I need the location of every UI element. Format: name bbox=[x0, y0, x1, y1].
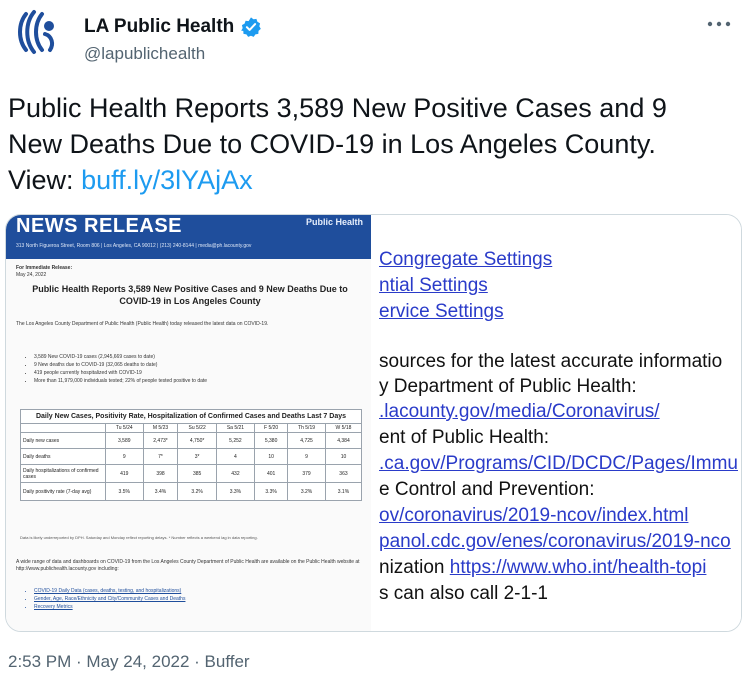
table-cell: 2,473* bbox=[142, 432, 179, 449]
tweet-text: Public Health Reports 3,589 New Positive… bbox=[8, 90, 738, 198]
list-item: 3,589 New COVID-19 cases (2,945,669 case… bbox=[34, 353, 364, 361]
table-cell: 3,589 bbox=[105, 432, 144, 449]
table-cell: 4,750* bbox=[177, 432, 217, 449]
table-row: Daily positivity rate (7-day avg) 3.5% 3… bbox=[20, 482, 363, 501]
crop-line: panol.cdc.gov/enes/coronavirus/2019-nco bbox=[379, 531, 731, 552]
list-item: 419 people currently hospitalized with C… bbox=[34, 369, 364, 377]
column-header: Th 5/19 bbox=[287, 423, 326, 433]
release-label: For Immediate Release: bbox=[16, 265, 73, 271]
table-cell: 9 bbox=[287, 448, 326, 465]
release-data-paragraph: A wide range of data and dashboards on C… bbox=[16, 559, 360, 572]
table-cell: 4,384 bbox=[324, 432, 363, 449]
tweet-timestamp[interactable]: 2:53 PM · May 24, 2022 · Buffer bbox=[8, 652, 250, 671]
tweet-line: New Deaths Due to COVID-19 in Los Angele… bbox=[8, 129, 656, 159]
tweet-link[interactable]: buff.ly/3lYAjAx bbox=[81, 165, 253, 195]
row-label: Daily hospitalizations of confirmed case… bbox=[20, 464, 106, 483]
crop-link: https://www.who.int/health-topi bbox=[449, 557, 707, 578]
news-release-banner: NEWS RELEASE Public Health 313 North Fig… bbox=[6, 215, 371, 259]
table-cell: 7* bbox=[142, 448, 179, 465]
release-title: Public Health Reports 3,589 New Positive… bbox=[32, 284, 348, 306]
resources-image[interactable]: Congregate Settings ntial Settings ervic… bbox=[371, 215, 741, 631]
table-cell: 3* bbox=[177, 448, 217, 465]
table-cell: 398 bbox=[142, 464, 179, 483]
crop-line: sources for the latest accurate informat… bbox=[379, 351, 723, 372]
banner-address: 313 North Figueroa Street, Room 806 | Lo… bbox=[16, 243, 252, 249]
column-header: M 5/23 bbox=[142, 423, 179, 433]
column-header: Tu 5/24 bbox=[105, 423, 144, 433]
crop-line: y Department of Public Health: bbox=[379, 376, 637, 397]
row-label: Daily positivity rate (7-day avg) bbox=[20, 482, 106, 501]
lapublichealth-logo-icon bbox=[18, 10, 55, 54]
table-row: Daily new cases 3,589 2,473* 4,750* 5,25… bbox=[20, 432, 363, 449]
crop-line: e Control and Prevention: bbox=[379, 479, 595, 500]
table-row: Daily deaths 9 7* 3* 4 10 9 10 bbox=[20, 448, 363, 465]
more-options-icon[interactable] bbox=[704, 14, 734, 34]
table-cell: 3.4% bbox=[142, 482, 179, 501]
table-cell: 5,252 bbox=[215, 432, 256, 449]
list-item: Gender, Age, Race/Ethnicity and City/Com… bbox=[34, 595, 364, 603]
verified-badge-icon bbox=[241, 17, 262, 37]
display-name[interactable]: LA Public Health bbox=[84, 16, 235, 37]
table-cell: 4,725 bbox=[287, 432, 326, 449]
handle[interactable]: @lapublichealth bbox=[84, 44, 206, 63]
crop-line: Congregate Settings bbox=[379, 249, 553, 270]
table-cell: 379 bbox=[287, 464, 326, 483]
table-cell: 3.3% bbox=[215, 482, 256, 501]
table-cell: 10 bbox=[324, 448, 363, 465]
view-label: View: bbox=[8, 165, 74, 195]
column-header: F 5/20 bbox=[254, 423, 289, 433]
row-label: Daily new cases bbox=[20, 432, 106, 449]
table-cell: 401 bbox=[254, 464, 289, 483]
list-item: 9 New deaths due to COVID-19 (32,065 dea… bbox=[34, 361, 364, 369]
table-caption: Daily New Cases, Positivity Rate, Hospit… bbox=[20, 409, 362, 424]
list-item: Recovery Metrics bbox=[34, 603, 364, 611]
table-cell: 3.2% bbox=[287, 482, 326, 501]
column-header: Sa 5/21 bbox=[215, 423, 256, 433]
crop-line: ov/coronavirus/2019-ncov/index.html bbox=[379, 505, 689, 526]
list-item: More than 11,979,000 individuals tested;… bbox=[34, 377, 364, 385]
table-cell: 3.3% bbox=[254, 482, 289, 501]
crop-text: nization bbox=[379, 557, 450, 578]
table-note: Data is likely underreported by DPH. Sat… bbox=[20, 535, 258, 540]
table-cell: 4 bbox=[215, 448, 256, 465]
release-bullets: 3,589 New COVID-19 cases (2,945,669 case… bbox=[26, 353, 364, 385]
table-cell: 363 bbox=[324, 464, 363, 483]
table-cell: 10 bbox=[254, 448, 289, 465]
avatar[interactable] bbox=[12, 6, 64, 58]
banner-logo-text: Public Health bbox=[305, 217, 363, 227]
tweet-header: LA Public Health @lapublichealth bbox=[12, 4, 738, 70]
tweet-media[interactable]: NEWS RELEASE Public Health 313 North Fig… bbox=[5, 214, 742, 632]
crop-line: nization https://www.who.int/health-topi bbox=[379, 557, 706, 579]
table-cell: 3.1% bbox=[324, 482, 363, 501]
table-cell: 9 bbox=[105, 448, 144, 465]
table-cell: 385 bbox=[177, 464, 217, 483]
table-cell: 432 bbox=[215, 464, 256, 483]
news-release-image[interactable]: NEWS RELEASE Public Health 313 North Fig… bbox=[6, 215, 371, 631]
table-row: Daily hospitalizations of confirmed case… bbox=[20, 464, 363, 483]
release-intro: The Los Angeles County Department of Pub… bbox=[16, 321, 269, 327]
crop-line: s can also call 2-1-1 bbox=[379, 583, 548, 604]
column-header: W 5/18 bbox=[324, 423, 363, 433]
list-item: COVID-19 Daily Data (cases, deaths, test… bbox=[34, 587, 364, 595]
table-cell: 3.2% bbox=[177, 482, 217, 501]
tweet-line: View: buff.ly/3lYAjAx bbox=[8, 162, 738, 198]
banner-title: NEWS RELEASE bbox=[16, 215, 183, 237]
row-label: Daily deaths bbox=[20, 448, 106, 465]
crop-line: .lacounty.gov/media/Coronavirus/ bbox=[379, 401, 660, 422]
table-cell: 3.5% bbox=[105, 482, 144, 501]
crop-line: ntial Settings bbox=[379, 275, 488, 296]
daily-data-table: Daily New Cases, Positivity Rate, Hospit… bbox=[20, 409, 363, 501]
table-corner bbox=[20, 423, 106, 433]
crop-line: ervice Settings bbox=[379, 301, 504, 322]
release-date: May 24, 2022 bbox=[16, 272, 47, 278]
tweet-line: Public Health Reports 3,589 New Positive… bbox=[8, 93, 667, 123]
release-links: COVID-19 Daily Data (cases, deaths, test… bbox=[26, 587, 364, 611]
column-header: Su 5/22 bbox=[177, 423, 217, 433]
table-cell: 419 bbox=[105, 464, 144, 483]
crop-line: .ca.gov/Programs/CID/DCDC/Pages/Immu bbox=[379, 453, 738, 474]
table-cell: 5,380 bbox=[254, 432, 289, 449]
table-header-row: Tu 5/24 M 5/23 Su 5/22 Sa 5/21 F 5/20 Th… bbox=[20, 423, 363, 433]
crop-line: ent of Public Health: bbox=[379, 427, 550, 448]
